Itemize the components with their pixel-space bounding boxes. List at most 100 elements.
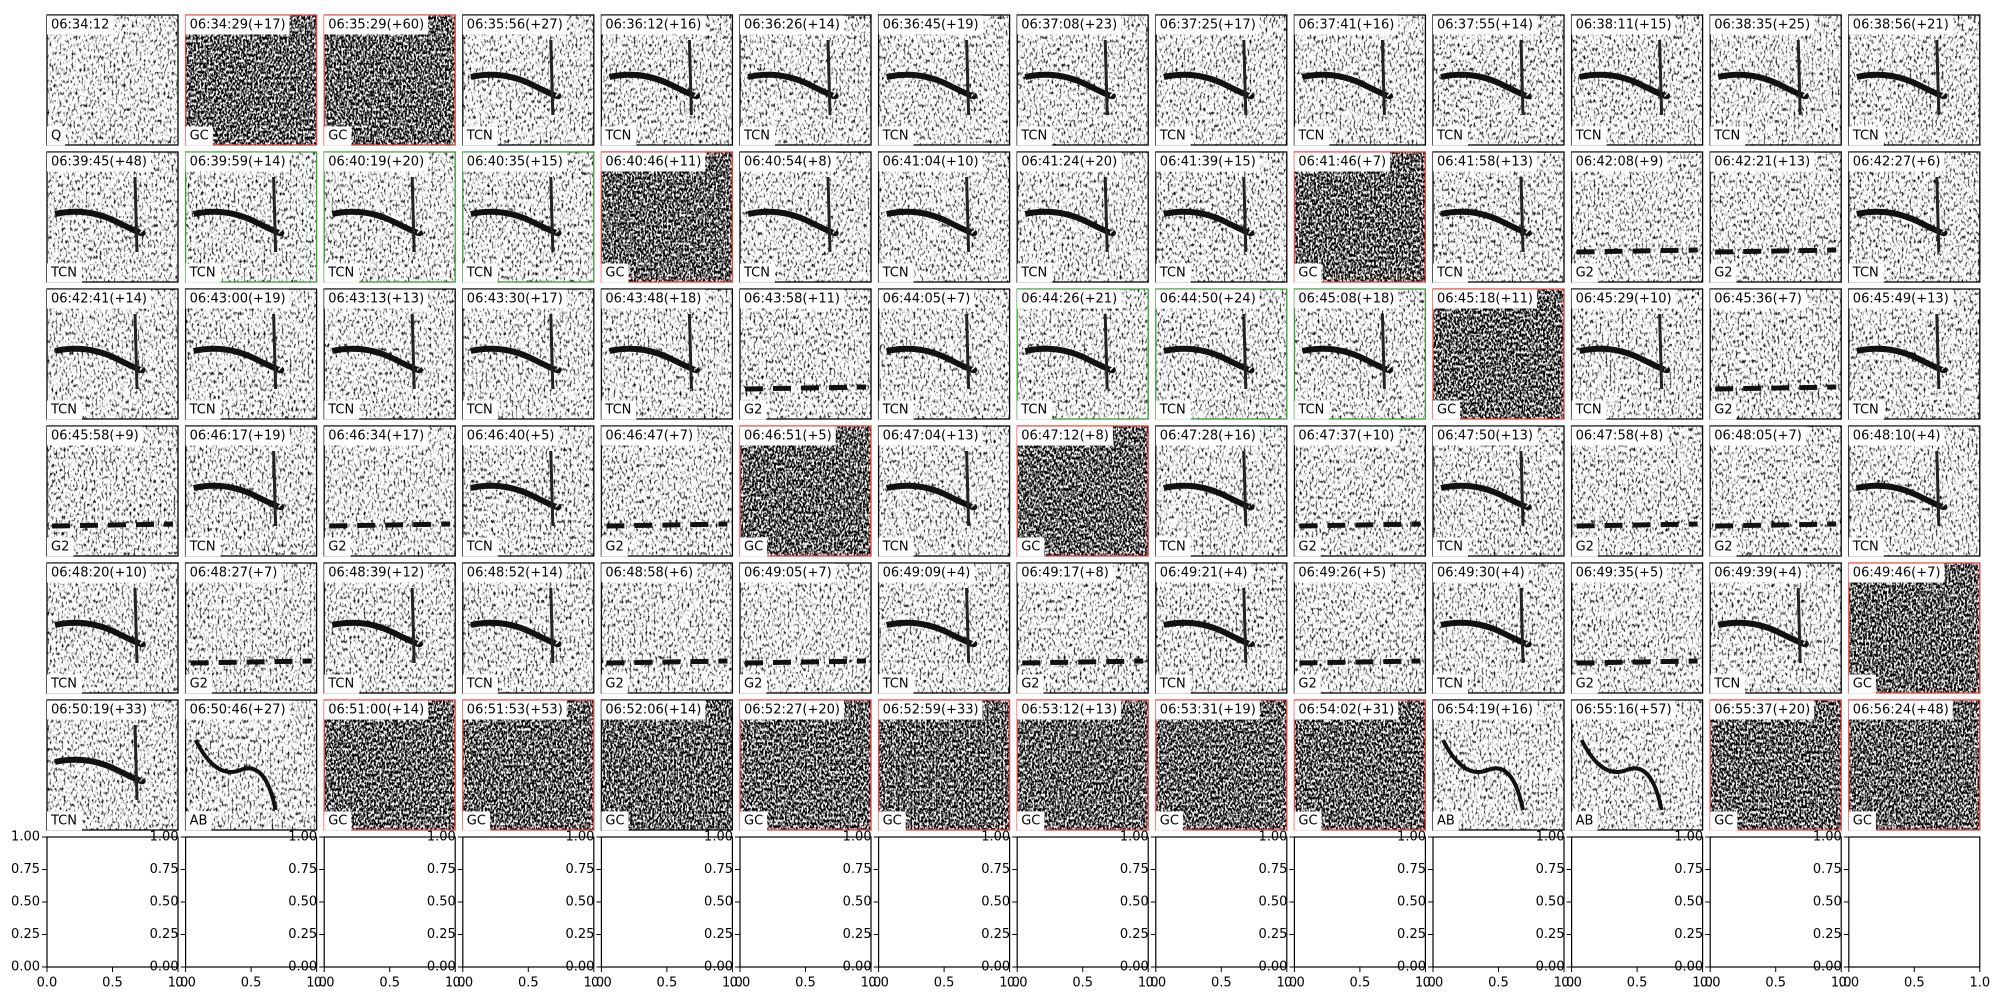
panel-label: TCN xyxy=(50,403,77,418)
y-tick-label: 0.00 xyxy=(565,960,594,975)
panel-frame xyxy=(184,425,318,557)
y-tick-label: 0.25 xyxy=(11,927,40,942)
panel-time: 06:51:53(+53) xyxy=(467,703,563,718)
x-tick-label: 0.5 xyxy=(102,976,123,991)
y-tick-label: 0.75 xyxy=(1258,862,1287,877)
panel-time: 06:45:29(+10) xyxy=(1576,292,1672,307)
panel-time: 06:36:12(+16) xyxy=(605,18,701,33)
panel-label: TCN xyxy=(1713,129,1740,144)
panel-time: 06:45:58(+9) xyxy=(51,429,139,444)
panel-time: 06:41:58(+13) xyxy=(1437,155,1533,170)
panel-time: 06:47:28(+16) xyxy=(1160,429,1256,444)
y-tick-label: 0.50 xyxy=(150,895,179,910)
panel-label: TCN xyxy=(1852,266,1879,281)
y-tick-label: 1.00 xyxy=(1120,830,1149,845)
panel-frame xyxy=(1848,562,1981,694)
x-tick-label: 0.0 xyxy=(1284,976,1305,991)
panel-label: TCN xyxy=(327,266,354,281)
panel-frame xyxy=(1848,14,1981,146)
x-tick-label: 0.5 xyxy=(657,976,678,991)
x-tick-label: 0.5 xyxy=(1350,976,1371,991)
panel-time: 06:38:56(+21) xyxy=(1853,18,1949,33)
y-tick-label: 1.00 xyxy=(1397,830,1426,845)
panel-frame xyxy=(184,288,318,420)
panel-label: G2 xyxy=(1576,540,1594,555)
y-tick-label: 0.00 xyxy=(981,960,1010,975)
panel-frame xyxy=(1432,151,1565,283)
panel-time: 06:39:59(+14) xyxy=(190,155,286,170)
panel-label: GC xyxy=(1437,403,1456,418)
x-tick-label: 0.0 xyxy=(591,976,612,991)
panel-label: GC xyxy=(883,814,902,829)
panel-label: GC xyxy=(190,129,209,144)
panel-frame xyxy=(739,151,872,283)
y-tick-label: 0.75 xyxy=(1397,862,1426,877)
y-tick-label: 1.00 xyxy=(981,830,1010,845)
y-tick-label: 0.25 xyxy=(1397,927,1426,942)
panel-label: G2 xyxy=(1714,403,1732,418)
panel-time: 06:35:29(+60) xyxy=(328,18,424,33)
x-tick-label: 0.5 xyxy=(795,976,816,991)
panel-label: GC xyxy=(1853,814,1872,829)
x-tick-label: 0.5 xyxy=(934,976,955,991)
y-tick-label: 1.00 xyxy=(288,830,317,845)
panel-frame xyxy=(600,151,734,283)
panel-label: TCN xyxy=(466,129,493,144)
y-tick-label: 0.25 xyxy=(843,927,872,942)
y-tick-label: 0.75 xyxy=(565,862,594,877)
y-tick-label: 0.00 xyxy=(843,960,872,975)
x-tick-label: 1.0 xyxy=(1692,976,1713,991)
panel-label: TCN xyxy=(50,266,77,281)
panel-frame xyxy=(1293,699,1427,831)
panel-label: TCN xyxy=(1159,403,1186,418)
x-tick-label: 0.5 xyxy=(1211,976,1232,991)
y-tick-label: 0.50 xyxy=(1258,895,1287,910)
y-tick-label: 0.75 xyxy=(981,862,1010,877)
panel-label: TCN xyxy=(466,677,493,692)
panel-label: TCN xyxy=(882,266,909,281)
panel-label: TCN xyxy=(1297,129,1324,144)
panel-label: TCN xyxy=(189,540,216,555)
y-tick-label: 0.50 xyxy=(1397,895,1426,910)
panel-frame xyxy=(462,288,595,420)
y-tick-label: 0.50 xyxy=(11,895,40,910)
x-tick-label: 0.0 xyxy=(730,976,751,991)
panel-frame xyxy=(877,425,1011,557)
x-tick-label: 1.0 xyxy=(168,976,189,991)
panel-time: 06:40:54(+8) xyxy=(744,155,832,170)
panel-time: 06:49:05(+7) xyxy=(744,566,832,581)
panel-label: TCN xyxy=(1575,403,1602,418)
y-tick-label: 1.00 xyxy=(150,830,179,845)
panel-label: TCN xyxy=(1159,129,1186,144)
panel-label: G2 xyxy=(605,677,623,692)
panel-label: GC xyxy=(1298,814,1317,829)
panel-frame xyxy=(1016,288,1149,420)
panel-time: 06:35:56(+27) xyxy=(467,18,563,33)
y-tick-label: 0.00 xyxy=(1536,960,1565,975)
y-tick-label: 0.00 xyxy=(704,960,733,975)
panel-label: AB xyxy=(1576,814,1594,829)
panel-frame xyxy=(739,425,872,557)
panel-label: TCN xyxy=(604,129,631,144)
x-tick-label: 0.5 xyxy=(241,976,262,991)
y-tick-label: 0.75 xyxy=(1120,862,1149,877)
y-tick-label: 0.00 xyxy=(1397,960,1426,975)
y-tick-label: 1.00 xyxy=(1674,830,1703,845)
panel-time: 06:48:39(+12) xyxy=(328,566,424,581)
panel-label: Q xyxy=(51,129,61,144)
panel-label: GC xyxy=(1021,814,1040,829)
panel-frame xyxy=(739,562,872,694)
panel-time: 06:37:41(+16) xyxy=(1298,18,1394,33)
panel-frame xyxy=(1016,699,1149,831)
panel-label: TCN xyxy=(189,266,216,281)
panel-label: TCN xyxy=(604,403,631,418)
x-tick-label: 0.0 xyxy=(314,976,335,991)
panel-time: 06:49:39(+4) xyxy=(1714,566,1802,581)
panel-time: 06:54:19(+16) xyxy=(1437,703,1533,718)
panel-time: 06:49:46(+7) xyxy=(1853,566,1941,581)
y-tick-label: 1.00 xyxy=(11,830,40,845)
panel-frame xyxy=(1848,151,1981,283)
panel-time: 06:48:05(+7) xyxy=(1714,429,1802,444)
panel-label: GC xyxy=(1298,266,1317,281)
panel-time: 06:46:40(+5) xyxy=(467,429,555,444)
